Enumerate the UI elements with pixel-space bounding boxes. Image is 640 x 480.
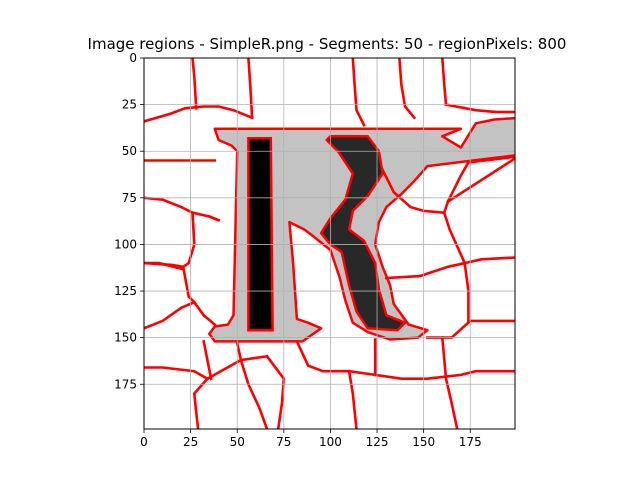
plot-frame [143,57,516,430]
y-tick-label: 175 [114,377,137,391]
y-tick-label: 100 [114,237,137,251]
y-axis: 0 25 50 75 100 125 150 175 [114,51,144,391]
y-tick-label: 0 [129,51,137,65]
segment-boundary [380,168,446,215]
x-tick-label: 125 [366,435,389,449]
black-region [247,136,274,332]
segment-boundary [191,58,198,110]
segment-boundary [444,103,515,114]
segment-boundary [247,58,254,120]
segment-boundary [385,256,515,280]
chart-title: Image regions - SimpleR.png - Segments: … [88,35,567,53]
y-tick-label: 150 [114,331,137,345]
segment-boundary [202,339,213,381]
segment-boundary [144,105,254,123]
segment-boundary [144,366,210,381]
x-tick-label: 150 [412,435,435,449]
letter-region [208,116,515,343]
segment-boundary [446,156,515,204]
x-tick-label: 50 [230,435,245,449]
segment-boundary [347,369,358,429]
y-tick-label: 75 [122,191,137,205]
plot-area [143,57,516,430]
segment-boundary [201,313,217,327]
segment-boundary [295,339,351,373]
x-axis: 0 25 50 75 100 125 150 175 [140,429,482,449]
x-tick-label: 100 [319,435,342,449]
segment-boundary [192,376,210,429]
x-tick-label: 25 [183,435,198,449]
x-tick-label: 0 [140,435,148,449]
y-tick-label: 50 [122,144,137,158]
segment-boundary [181,265,206,318]
segment-boundary [440,336,459,429]
x-tick-label: 75 [276,435,291,449]
y-tick-label: 25 [122,98,137,112]
y-tick-label: 125 [114,284,137,298]
segment-boundary [144,261,183,271]
segment-boundary [351,58,366,127]
segment-boundary [144,300,197,330]
grid [144,58,515,429]
segment-boundary [207,214,221,222]
segment-boundary [440,58,448,107]
x-tick-label: 175 [459,435,482,449]
segment-boundary [398,58,417,120]
segment-boundary [265,354,286,429]
